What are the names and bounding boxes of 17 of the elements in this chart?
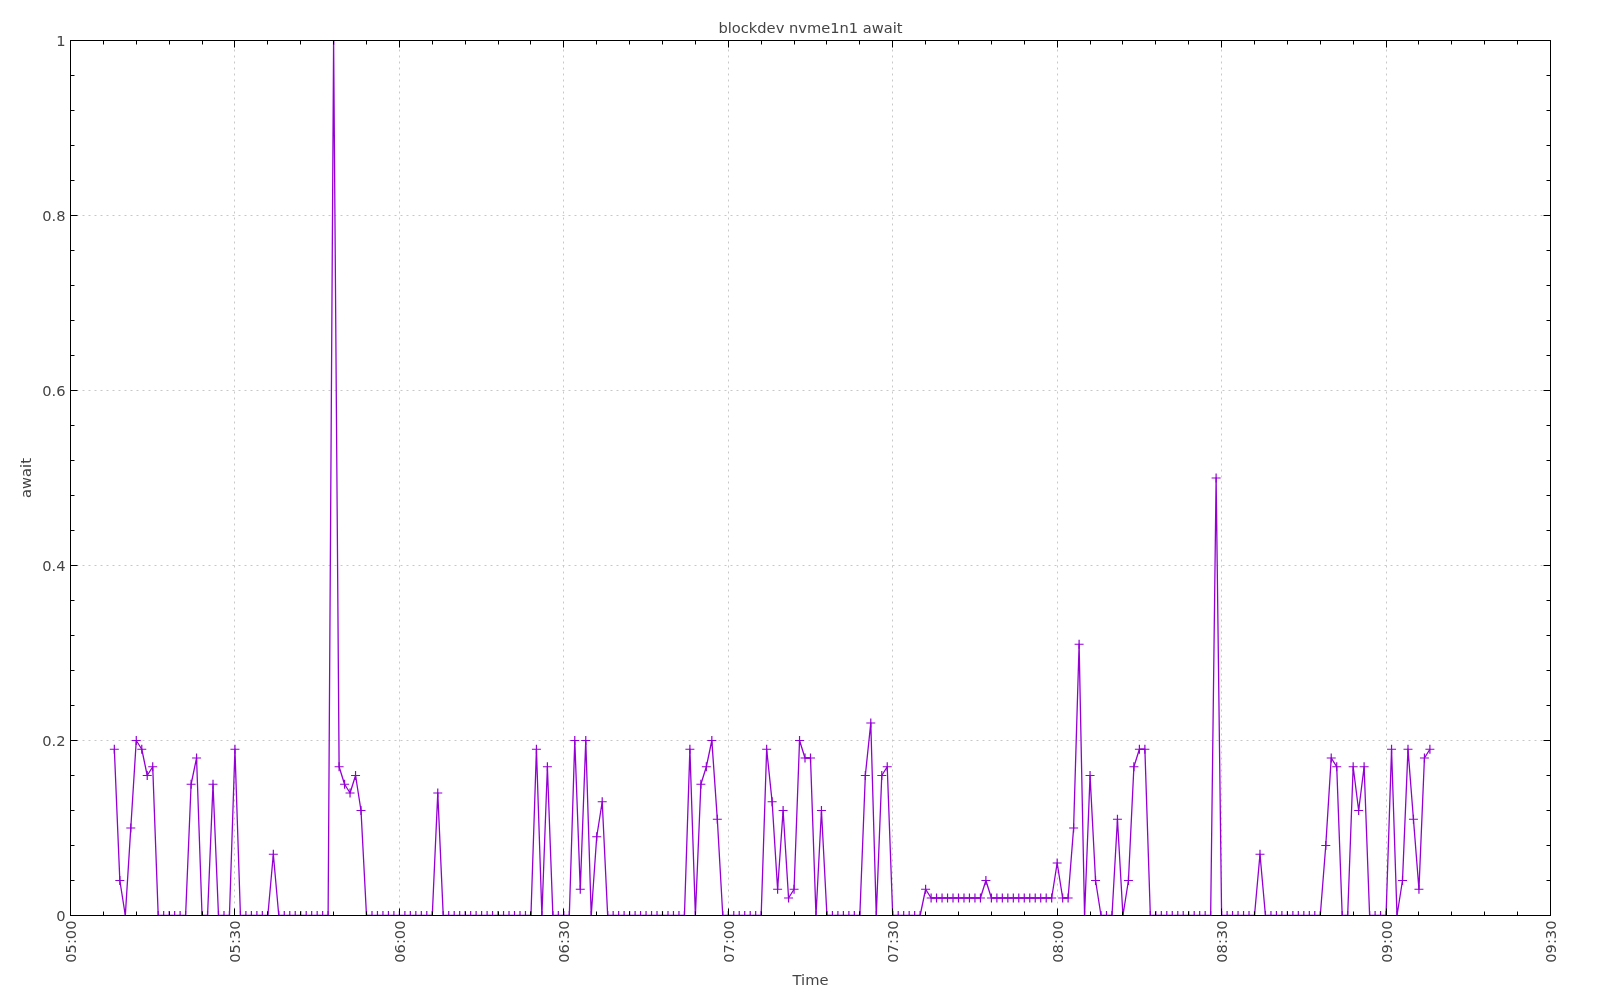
x-tick-label: 06:00	[390, 920, 408, 963]
y-axis-title: await	[17, 457, 35, 498]
chart-title: blockdev nvme1n1 await	[718, 18, 903, 36]
x-tick-label: 08:30	[1213, 920, 1231, 963]
x-tick-label: 07:30	[884, 920, 902, 963]
x-axis-title: Time	[791, 970, 829, 988]
x-tick-label: 06:30	[555, 920, 573, 963]
y-tick-label: 0.2	[42, 731, 66, 749]
x-tick-label: 05:30	[226, 920, 244, 963]
y-tick-label: 0.4	[42, 556, 66, 574]
y-tick-label: 0.8	[42, 206, 66, 224]
x-tick-label: 08:00	[1048, 920, 1066, 963]
x-tick-label: 07:00	[719, 920, 737, 963]
x-tick-label: 09:30	[1542, 920, 1559, 963]
y-tick-label: 0.6	[42, 381, 66, 399]
y-tick-label: 1	[56, 31, 66, 49]
x-tick-label: 09:00	[1377, 920, 1395, 963]
